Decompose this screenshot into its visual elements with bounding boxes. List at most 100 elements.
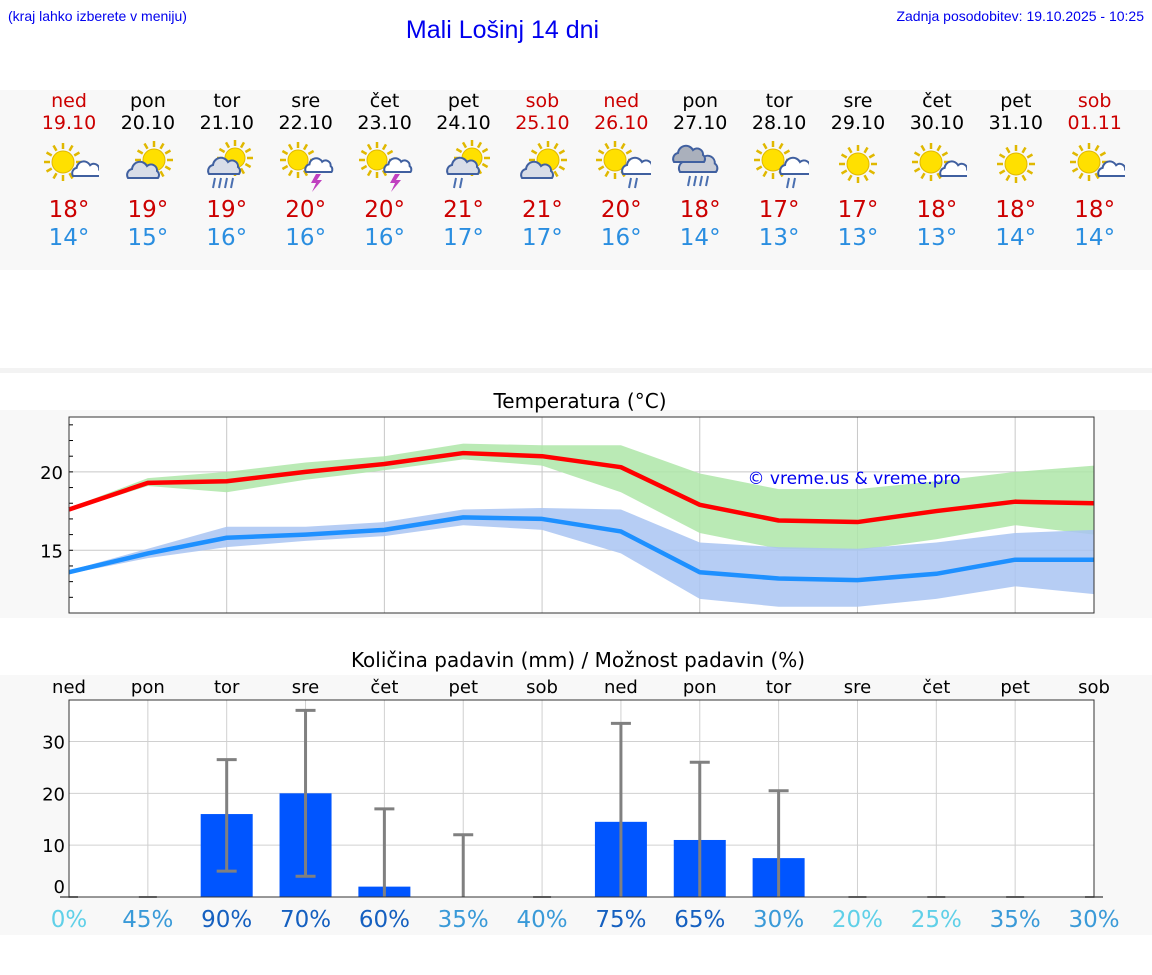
- temp-max: 18°: [48, 197, 90, 223]
- temp-min: 15°: [127, 225, 169, 251]
- day-column: ned 26.10 20° 16°: [581, 90, 661, 252]
- temp-min: 13°: [916, 225, 958, 251]
- day-date: 30.10: [909, 112, 965, 134]
- day-name: pon: [682, 90, 719, 112]
- location-menu-hint[interactable]: (kraj lahko izberete v meniju): [8, 8, 187, 24]
- x-category-label: pon: [683, 677, 717, 698]
- temp-max: 19°: [127, 197, 169, 223]
- precipitation-probability: 90%: [201, 907, 252, 933]
- day-column: čet 23.10 20° 16°: [345, 90, 425, 252]
- temp-max: 20°: [285, 197, 327, 223]
- day-column: sre 29.10 17° 13°: [818, 90, 898, 252]
- temp-min: 14°: [679, 225, 721, 251]
- precipitation-probability: 30%: [1068, 907, 1119, 933]
- x-category-label: pet: [1000, 677, 1030, 698]
- precipitation-probability: 65%: [674, 907, 725, 933]
- temp-min: 16°: [364, 225, 405, 251]
- temp-min: 13°: [837, 225, 879, 251]
- chart-title: Količina padavin (mm) / Možnost padavin …: [351, 648, 805, 672]
- temp-max: 19°: [206, 197, 248, 223]
- sun-cloud-icon: [44, 143, 102, 181]
- precipitation-probability: 70%: [280, 907, 331, 933]
- precipitation-probability: 60%: [359, 907, 410, 933]
- temp-max: 20°: [600, 197, 642, 223]
- day-column: tor 28.10 17° 13°: [739, 90, 819, 252]
- max-temp-line: [68, 450, 1095, 525]
- x-category-label: tor: [214, 677, 240, 698]
- sun-icon: [996, 145, 1035, 183]
- day-name: sre: [843, 90, 873, 112]
- day-date: 26.10: [594, 112, 649, 134]
- temp-min: 14°: [48, 225, 90, 251]
- cloud-sun-rain-icon: [206, 140, 253, 189]
- day-date: 31.10: [988, 112, 1043, 134]
- temp-min: 17°: [443, 225, 484, 251]
- x-category-label: čet: [370, 677, 398, 698]
- temp-min: 16°: [600, 225, 642, 251]
- x-category-label: pet: [448, 677, 478, 698]
- day-date: 28.10: [751, 112, 807, 134]
- temp-min: 17°: [522, 225, 563, 251]
- day-name: pet: [1000, 90, 1032, 112]
- precipitation-probability: 30%: [753, 907, 804, 933]
- temp-max: 18°: [679, 197, 721, 223]
- forecast-strip: [0, 90, 1152, 270]
- day-date: 01.11: [1067, 112, 1122, 134]
- day-name: ned: [51, 90, 87, 112]
- sun-cloud-rain-icon: [596, 141, 656, 189]
- day-column: pon 20.10 19° 15°: [108, 90, 188, 252]
- x-category-label: ned: [604, 677, 638, 698]
- day-column: čet 30.10 18° 13°: [897, 90, 977, 252]
- day-name: sob: [1077, 90, 1112, 112]
- precipitation-probability: 25%: [911, 907, 962, 933]
- precipitation-probability: 35%: [438, 907, 489, 933]
- day-date: 19.10: [41, 112, 97, 134]
- cloud-sun-icon: [126, 141, 173, 179]
- temp-max: 18°: [995, 197, 1037, 223]
- day-date: 25.10: [515, 112, 570, 134]
- cloud-sun-icon: [520, 141, 568, 179]
- min-temp-line: [68, 515, 1094, 583]
- day-name: tor: [765, 90, 793, 112]
- day-column: sob 25.10 21° 17°: [502, 90, 582, 252]
- day-date: 20.10: [120, 112, 176, 134]
- plot-frame: [68, 699, 1095, 898]
- sun-storm-icon: [358, 142, 412, 192]
- day-date: 24.10: [436, 112, 491, 134]
- y-tick-label: 30: [42, 732, 65, 753]
- temp-min: 16°: [285, 225, 327, 251]
- temp-max: 17°: [758, 197, 800, 223]
- temperature-chart: Temperatura (°C) 15 20 © vreme.us & vreme.p…: [0, 389, 1152, 618]
- sun-storm-icon: [279, 142, 333, 192]
- y-tick-label: 15: [40, 541, 63, 562]
- x-category-label: pon: [131, 677, 165, 698]
- day-column: pet 31.10 18° 14°: [976, 90, 1056, 252]
- last-update-label: Zadnja posodobitev: 19.10.2025 - 10:25: [896, 8, 1144, 24]
- precipitation-probability: 40%: [517, 907, 568, 933]
- day-column: sre 22.10 20° 16°: [266, 90, 346, 252]
- day-date: 29.10: [830, 112, 886, 134]
- day-name: čet: [922, 90, 952, 112]
- day-date: 27.10: [672, 112, 728, 134]
- temp-min: 13°: [758, 225, 800, 251]
- cloud-rain-icon: [672, 144, 719, 187]
- day-column: ned 19.10 18° 14°: [29, 90, 109, 252]
- day-name: pet: [447, 90, 480, 112]
- temp-max: 18°: [916, 197, 958, 223]
- x-category-label: sre: [844, 677, 871, 698]
- cloud-sun-light-rain-icon: [445, 140, 490, 189]
- page-title: Mali Lošinj 14 dni: [405, 16, 600, 44]
- temp-max: 20°: [364, 197, 405, 223]
- temp-max: 21°: [443, 197, 484, 223]
- sun-cloud-rain-icon: [754, 141, 814, 189]
- temp-min: 14°: [995, 225, 1037, 251]
- day-date: 22.10: [278, 112, 333, 134]
- temp-min: 16°: [206, 225, 248, 251]
- day-name: sre: [291, 90, 321, 112]
- day-name: sob: [525, 90, 560, 112]
- precipitation-chart: Količina padavin (mm) / Možnost padavin …: [0, 648, 1152, 935]
- day-name: čet: [369, 90, 400, 112]
- chart-title: Temperatura (°C): [492, 389, 666, 413]
- x-category-label: tor: [766, 677, 792, 698]
- precipitation-probability: 75%: [595, 907, 646, 933]
